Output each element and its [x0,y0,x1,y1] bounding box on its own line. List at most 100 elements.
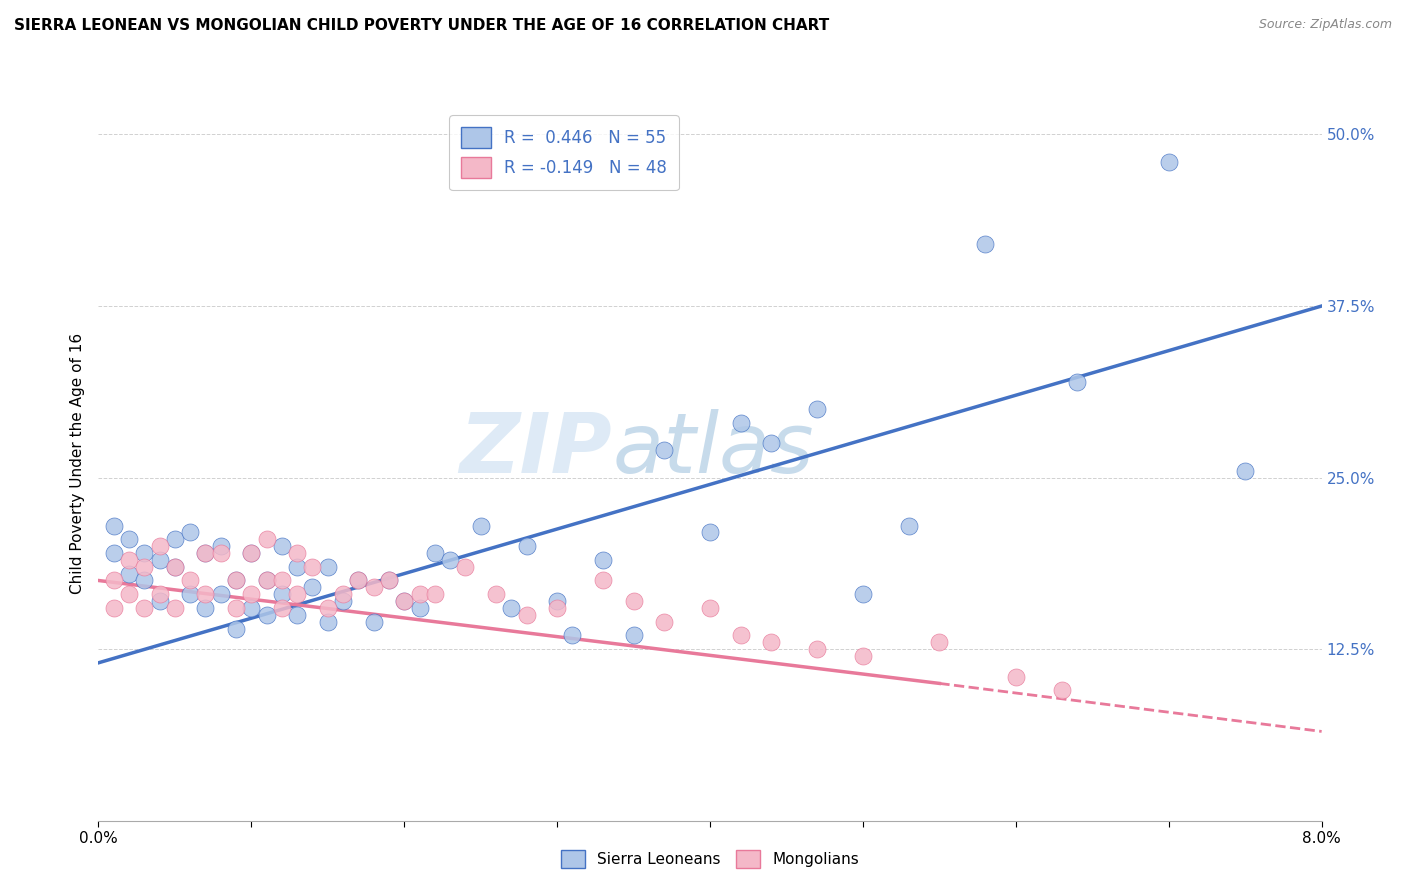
Point [546,594,568,608]
Point [392,594,416,608]
Point [103,518,125,533]
Point [118,533,141,547]
Point [423,546,446,560]
Point [1234,464,1257,478]
Point [1004,669,1026,683]
Point [149,587,172,601]
Point [730,628,752,642]
Point [1050,683,1073,698]
Point [730,416,752,430]
Point [1157,155,1180,169]
Point [240,601,263,615]
Point [408,601,430,615]
Point [363,615,385,629]
Point [332,587,354,601]
Point [225,601,247,615]
Point [285,546,308,560]
Point [256,574,278,588]
Point [759,635,782,649]
Point [316,601,339,615]
Point [134,559,156,574]
Point [225,574,247,588]
Point [485,587,508,601]
Point [897,518,920,533]
Point [652,443,675,458]
Point [240,546,263,560]
Point [316,615,339,629]
Point [378,574,401,588]
Point [501,601,523,615]
Point [163,559,186,574]
Point [516,607,538,622]
Point [194,546,217,560]
Point [118,566,141,581]
Point [103,574,125,588]
Point [209,539,232,553]
Point [194,601,217,615]
Point [179,574,201,588]
Point [270,539,294,553]
Point [179,525,201,540]
Point [439,553,461,567]
Point [759,436,782,450]
Point [225,622,247,636]
Point [103,546,125,560]
Point [240,587,263,601]
Point [270,601,294,615]
Point [149,594,172,608]
Y-axis label: Child Poverty Under the Age of 16: Child Poverty Under the Age of 16 [69,334,84,594]
Point [301,559,323,574]
Point [1066,375,1088,389]
Point [806,401,828,416]
Point [332,594,354,608]
Point [118,553,141,567]
Point [470,518,492,533]
Point [806,642,828,657]
Point [301,580,323,594]
Point [163,533,186,547]
Point [134,601,156,615]
Point [163,559,186,574]
Point [256,607,278,622]
Point [209,546,232,560]
Point [652,615,675,629]
Point [163,601,186,615]
Point [699,601,721,615]
Text: atlas: atlas [612,409,814,490]
Point [516,539,538,553]
Point [270,574,294,588]
Point [179,587,201,601]
Point [209,587,232,601]
Point [225,574,247,588]
Point [392,594,416,608]
Point [347,574,370,588]
Point [118,587,141,601]
Text: SIERRA LEONEAN VS MONGOLIAN CHILD POVERTY UNDER THE AGE OF 16 CORRELATION CHART: SIERRA LEONEAN VS MONGOLIAN CHILD POVERT… [14,18,830,33]
Point [699,525,721,540]
Point [194,587,217,601]
Point [928,635,950,649]
Point [103,601,125,615]
Point [347,574,370,588]
Point [592,553,614,567]
Point [256,574,278,588]
Point [423,587,446,601]
Point [454,559,477,574]
Point [852,587,875,601]
Point [149,539,172,553]
Text: ZIP: ZIP [460,409,612,490]
Point [363,580,385,594]
Point [240,546,263,560]
Point [285,559,308,574]
Point [256,533,278,547]
Point [194,546,217,560]
Point [623,628,645,642]
Point [285,607,308,622]
Point [134,574,156,588]
Point [408,587,430,601]
Point [316,559,339,574]
Point [378,574,401,588]
Point [270,587,294,601]
Point [592,574,614,588]
Point [285,587,308,601]
